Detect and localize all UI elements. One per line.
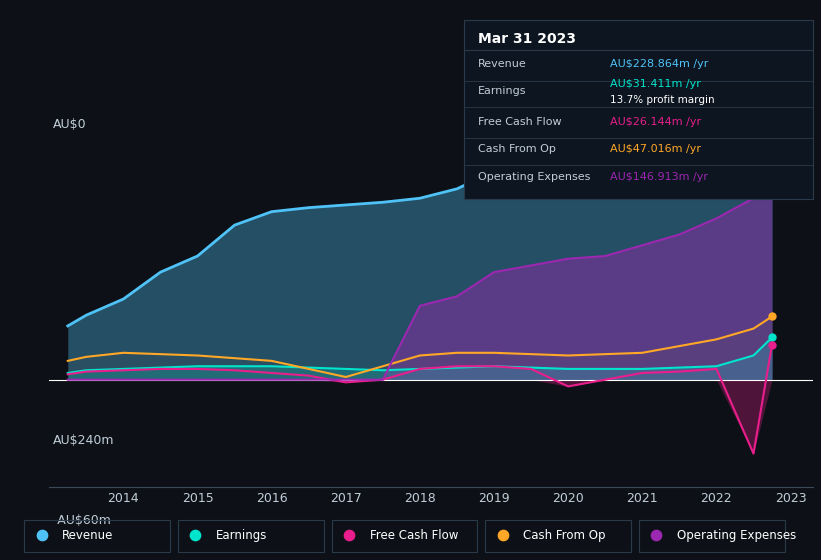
Point [650, 531, 663, 540]
Point [189, 531, 202, 540]
Text: Earnings: Earnings [216, 529, 267, 542]
Text: Revenue: Revenue [478, 59, 526, 69]
Text: Mar 31 2023: Mar 31 2023 [478, 32, 576, 46]
Text: AU$0: AU$0 [53, 118, 87, 131]
Text: AU$146.913m /yr: AU$146.913m /yr [610, 172, 709, 183]
Point [342, 531, 355, 540]
Text: Earnings: Earnings [478, 86, 526, 96]
Point [765, 340, 778, 349]
Point [765, 312, 778, 321]
Point [35, 531, 48, 540]
Text: Cash From Op: Cash From Op [523, 529, 606, 542]
Text: AU$240m: AU$240m [53, 434, 115, 447]
Point [765, 333, 778, 342]
Text: Operating Expenses: Operating Expenses [677, 529, 796, 542]
Text: AU$26.144m /yr: AU$26.144m /yr [610, 116, 701, 127]
Text: AU$31.411m /yr: AU$31.411m /yr [610, 79, 701, 89]
Text: Operating Expenses: Operating Expenses [478, 172, 590, 183]
Text: AU$228.864m /yr: AU$228.864m /yr [610, 59, 709, 69]
Text: Revenue: Revenue [62, 529, 113, 542]
Text: Free Cash Flow: Free Cash Flow [369, 529, 458, 542]
Text: AU$47.016m /yr: AU$47.016m /yr [610, 143, 701, 153]
Text: Cash From Op: Cash From Op [478, 143, 556, 153]
Point [765, 178, 778, 186]
Point [765, 68, 778, 77]
Text: -AU$60m: -AU$60m [53, 514, 111, 527]
Point [496, 531, 509, 540]
Text: Free Cash Flow: Free Cash Flow [478, 116, 562, 127]
Text: 13.7% profit margin: 13.7% profit margin [610, 95, 715, 105]
